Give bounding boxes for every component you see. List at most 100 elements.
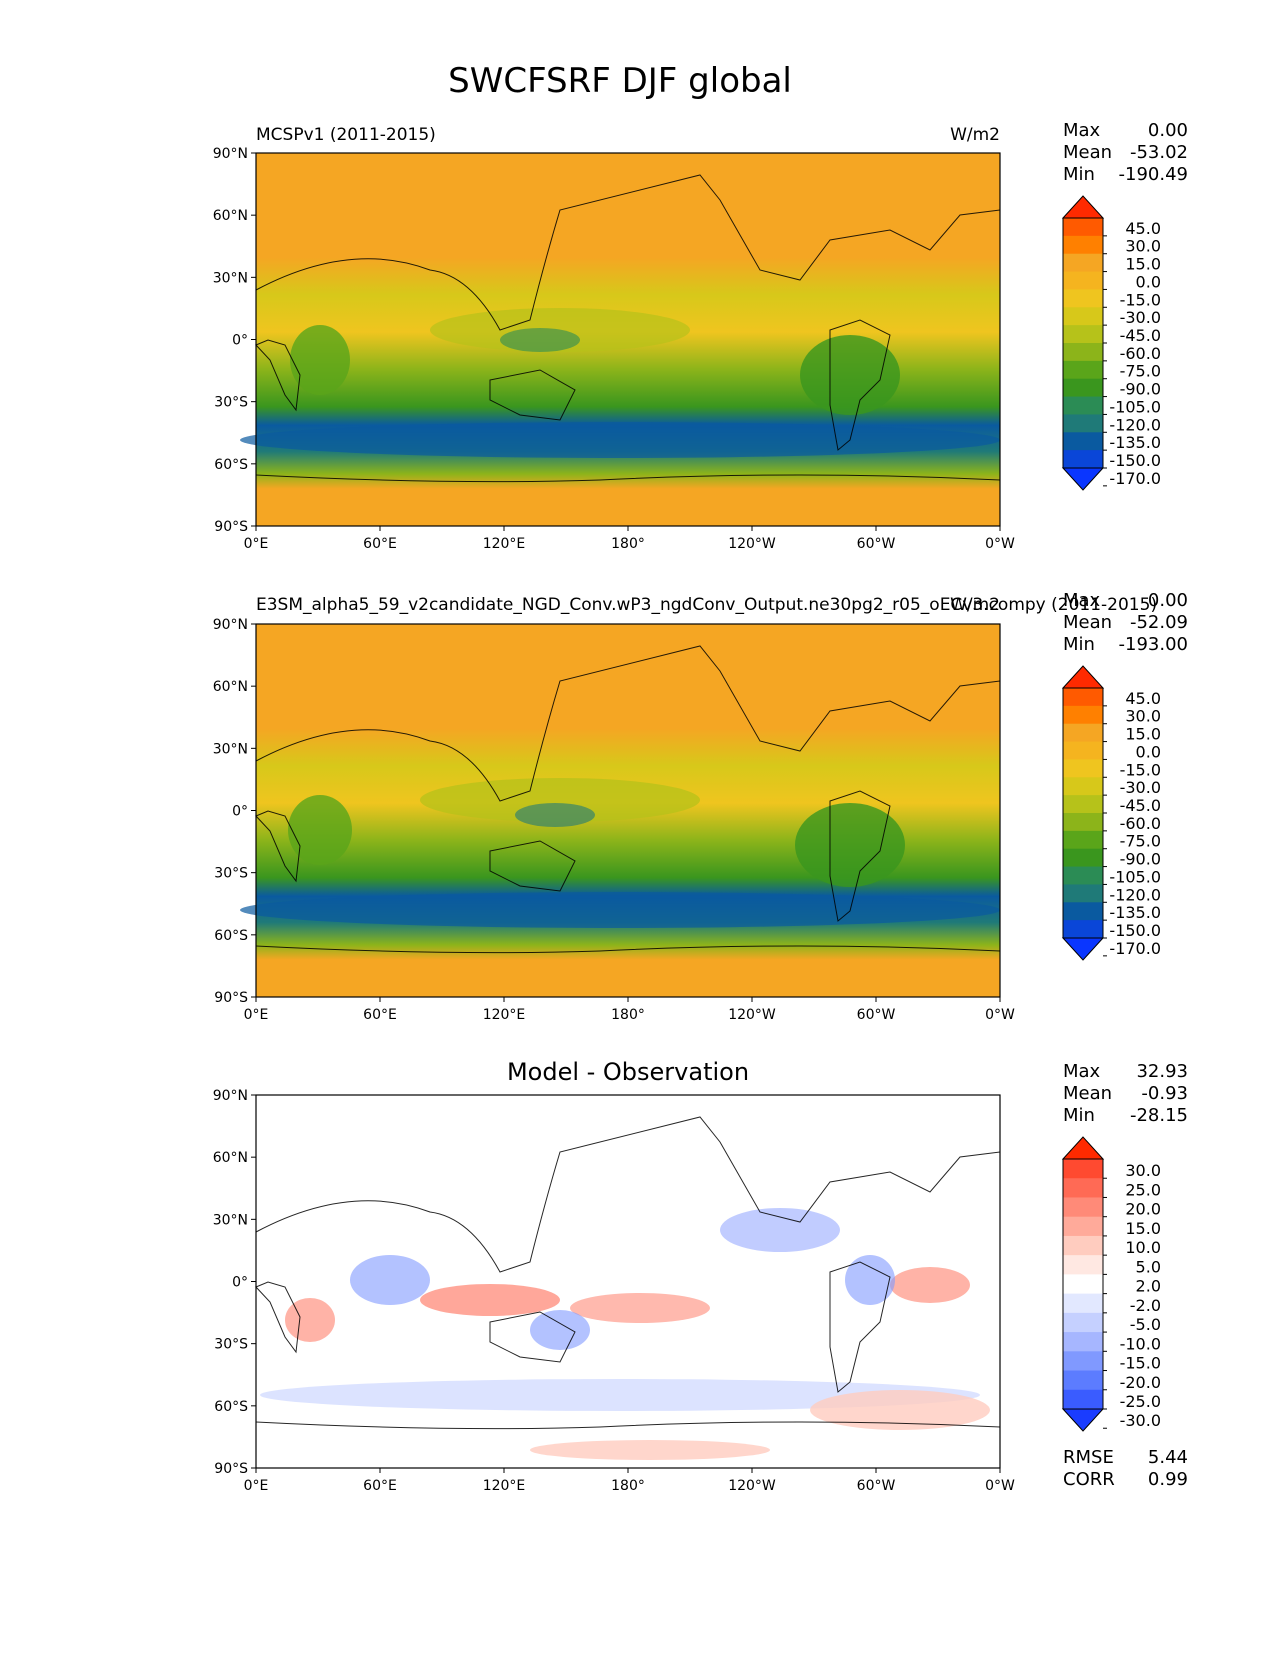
field-blob xyxy=(800,335,900,415)
colorbar-label: 10.0 xyxy=(1125,1238,1161,1257)
x-tick-label: 0°E xyxy=(244,1478,269,1494)
x-tick-label: 0°E xyxy=(244,536,269,552)
colorbar-extend-min xyxy=(1061,467,1105,491)
colorbar-segment xyxy=(1063,307,1103,326)
colorbar-segment xyxy=(1063,432,1103,451)
x-tick-label: 120°E xyxy=(483,1478,526,1494)
y-tick-label: 60°S xyxy=(214,928,248,944)
field-blob xyxy=(795,803,905,887)
field-blob xyxy=(260,1379,980,1411)
colorbar-segment xyxy=(1063,1389,1103,1410)
colorbar-segment xyxy=(1063,325,1103,344)
stat-value: -193.00 xyxy=(1119,634,1188,655)
figure-title: SWCFSRF DJF global xyxy=(448,61,792,101)
panel-model: E3SM_alpha5_59_v2candidate_NGD_Conv.wP3_… xyxy=(213,590,1188,1023)
y-tick-label: 90°S xyxy=(214,1461,248,1477)
colorbar-label: 5.0 xyxy=(1136,1257,1161,1276)
colorbar-extend-max xyxy=(1061,195,1105,219)
panel-test-units: W/m2 xyxy=(950,125,1000,145)
y-tick-label: 30°S xyxy=(214,1337,248,1353)
x-tick-label: 120°W xyxy=(728,1007,776,1023)
field-blob xyxy=(240,422,1000,458)
colorbar-label: -15.0 xyxy=(1120,1354,1161,1373)
colorbar-label: -2.0 xyxy=(1130,1296,1161,1315)
colorbar-label: 20.0 xyxy=(1125,1200,1161,1219)
colorbar-segment xyxy=(1063,289,1103,308)
colorbar-label: 15.0 xyxy=(1125,255,1161,274)
colorbar-label: -45.0 xyxy=(1120,796,1161,815)
x-tick-label: 0°W xyxy=(985,1007,1015,1023)
colorbar-frame xyxy=(1062,1158,1104,1410)
stat-value: -53.02 xyxy=(1130,142,1188,163)
colorbar-label: -150.0 xyxy=(1109,921,1161,940)
colorbar-label: -90.0 xyxy=(1120,850,1161,869)
colorbar-extend-min xyxy=(1061,1408,1105,1432)
x-tick-label: 60°W xyxy=(857,1007,896,1023)
stats-model: Max 0.00 Mean -52.09 Min -193.00 xyxy=(1063,590,1188,655)
colorbar-label: -150.0 xyxy=(1109,451,1161,470)
field-blob xyxy=(720,1208,840,1252)
field-blob xyxy=(515,803,595,827)
stat-label: Min xyxy=(1063,1105,1095,1126)
colorbar-segment xyxy=(1063,1274,1103,1295)
colorbar-segment xyxy=(1063,1293,1103,1314)
field-blob xyxy=(350,1255,430,1305)
field-blob xyxy=(570,1293,710,1323)
x-tick-label: 0°W xyxy=(985,536,1015,552)
field-blob xyxy=(845,1255,895,1305)
colorbar-label: -170.0 xyxy=(1109,939,1161,958)
colorbar-label: -30.0 xyxy=(1120,308,1161,327)
x-ticks: 0°E 60°E 120°E 180° 120°W 60°W 0°W xyxy=(244,526,1015,552)
x-tick-label: 180° xyxy=(611,1007,645,1023)
x-tick-label: 180° xyxy=(611,1478,645,1494)
x-tick-label: 120°W xyxy=(728,1478,776,1494)
colorbar-label: -20.0 xyxy=(1120,1373,1161,1392)
colorbar-segment xyxy=(1063,920,1103,939)
colorbar-segment xyxy=(1063,848,1103,868)
colorbar-label: 15.0 xyxy=(1125,725,1161,744)
colorbar-segment xyxy=(1063,902,1103,921)
colorbar-label: -120.0 xyxy=(1109,885,1161,904)
x-tick-label: 60°W xyxy=(857,536,896,552)
y-tick-label: 60°S xyxy=(214,457,248,473)
colorbar-segment xyxy=(1063,1197,1103,1218)
y-tick-label: 90°N xyxy=(213,146,248,162)
y-tick-label: 0° xyxy=(232,1275,248,1291)
colorbar-segment xyxy=(1063,884,1103,903)
colorbar-segment xyxy=(1063,253,1103,273)
stat-value: -28.15 xyxy=(1130,1105,1188,1126)
colorbar-segment xyxy=(1063,396,1103,415)
x-tick-label: 60°E xyxy=(363,1478,397,1494)
colorbar-segment xyxy=(1063,759,1103,778)
metric-value: 5.44 xyxy=(1148,1447,1188,1468)
coastlines xyxy=(255,174,1001,483)
colorbar-segment xyxy=(1063,1159,1103,1179)
stat-value: -190.49 xyxy=(1119,164,1188,185)
colorbar-segment xyxy=(1063,1216,1103,1237)
colorbar-label: -135.0 xyxy=(1109,433,1161,452)
colorbar-label: 2.0 xyxy=(1136,1277,1161,1296)
stat-label: Mean xyxy=(1063,142,1112,163)
colorbar-label: -30.0 xyxy=(1120,1411,1161,1430)
colorbar-segment xyxy=(1063,218,1103,237)
field-blob xyxy=(285,1298,335,1342)
stat-label: Max xyxy=(1063,590,1101,611)
colorbar-segment xyxy=(1063,1235,1103,1256)
colorbar-label: -25.0 xyxy=(1120,1392,1161,1411)
y-tick-label: 30°N xyxy=(213,1212,248,1228)
y-ticks: 90°N 60°N 30°N 0° 30°S 60°S 90°S xyxy=(213,1088,256,1477)
y-tick-label: 0° xyxy=(232,804,248,820)
stat-label: Max xyxy=(1063,120,1101,141)
colorbar-segment xyxy=(1063,723,1103,743)
y-tick-label: 60°N xyxy=(213,208,248,224)
x-tick-label: 60°W xyxy=(857,1478,896,1494)
colorbar-label: -30.0 xyxy=(1120,778,1161,797)
y-tick-label: 60°N xyxy=(213,679,248,695)
panel-test: MCSPv1 (2011-2015) W/m2 90°N 60°N 30°N 0° 30… xyxy=(213,120,1188,552)
colorbar-segment xyxy=(1063,777,1103,796)
y-tick-label: 90°N xyxy=(213,1088,248,1104)
x-tick-label: 60°E xyxy=(363,1007,397,1023)
x-ticks: 0°E 60°E 120°E 180° 120°W 60°W 0°W xyxy=(244,1468,1015,1494)
panel-diff-title: Model - Observation xyxy=(507,1058,749,1086)
colorbar-segment xyxy=(1063,378,1103,398)
